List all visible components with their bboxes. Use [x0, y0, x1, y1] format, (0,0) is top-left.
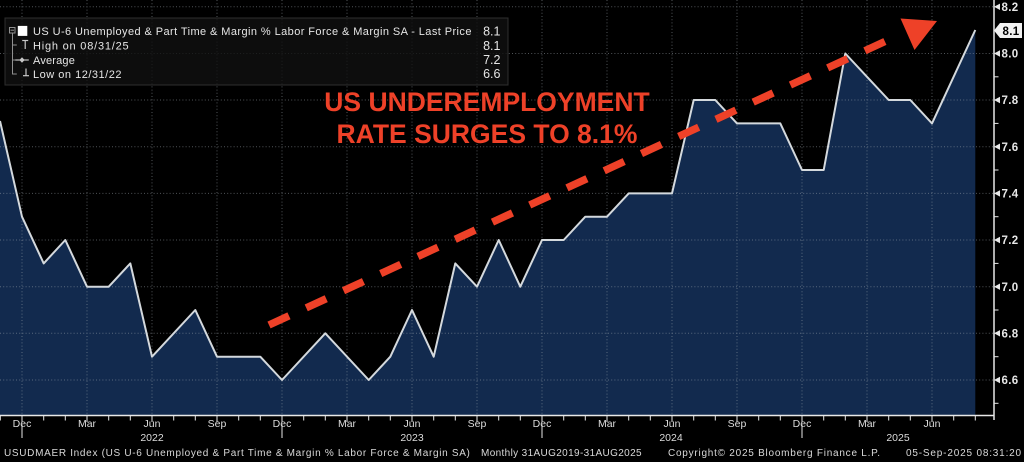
- svg-text:2022: 2022: [140, 432, 164, 444]
- svg-text:RATE SURGES TO 8.1%: RATE SURGES TO 8.1%: [337, 119, 638, 149]
- svg-text:8.1: 8.1: [483, 39, 500, 53]
- svg-text:Jun: Jun: [144, 418, 161, 430]
- svg-text:8.2: 8.2: [1002, 2, 1019, 14]
- svg-text:7.0: 7.0: [1002, 282, 1019, 294]
- svg-text:Sep: Sep: [208, 418, 227, 430]
- svg-text:6.6: 6.6: [483, 67, 500, 81]
- svg-text:USUDMAER Index (US U-6 Unemplo: USUDMAER Index (US U-6 Unemployed & Part…: [4, 448, 471, 459]
- svg-text:High on 08/31/25: High on 08/31/25: [33, 41, 129, 53]
- svg-text:7.8: 7.8: [1002, 95, 1019, 107]
- svg-text:Jun: Jun: [924, 418, 941, 430]
- svg-text:US U-6 Unemployed & Part Time: US U-6 Unemployed & Part Time & Margin %…: [33, 26, 472, 38]
- svg-text:6.6: 6.6: [1002, 375, 1019, 387]
- svg-text:Dec: Dec: [273, 418, 292, 430]
- svg-text:2025: 2025: [886, 432, 910, 444]
- svg-text:7.2: 7.2: [483, 53, 500, 67]
- svg-text:Average: Average: [33, 55, 75, 67]
- svg-text:2024: 2024: [659, 432, 683, 444]
- svg-text:7.2: 7.2: [1002, 235, 1019, 247]
- svg-text:05-Sep-2025 08:31:20: 05-Sep-2025 08:31:20: [906, 448, 1022, 459]
- svg-text:7.4: 7.4: [1002, 189, 1019, 201]
- svg-text:8.1: 8.1: [483, 25, 500, 39]
- svg-text:Mar: Mar: [78, 418, 97, 430]
- svg-text:Sep: Sep: [468, 418, 487, 430]
- svg-text:Mar: Mar: [338, 418, 357, 430]
- svg-text:7.6: 7.6: [1002, 142, 1019, 154]
- svg-text:Dec: Dec: [533, 418, 552, 430]
- svg-text:Mar: Mar: [598, 418, 617, 430]
- svg-text:Sep: Sep: [728, 418, 747, 430]
- svg-text:Monthly 31AUG2019-31AUG2025: Monthly 31AUG2019-31AUG2025: [481, 448, 642, 459]
- svg-text:Copyright© 2025 Bloomberg Fina: Copyright© 2025 Bloomberg Finance L.P.: [668, 448, 881, 459]
- svg-text:Jun: Jun: [664, 418, 681, 430]
- svg-text:US UNDEREMPLOYMENT: US UNDEREMPLOYMENT: [324, 87, 649, 117]
- svg-text:Jun: Jun: [404, 418, 421, 430]
- svg-text:8.1: 8.1: [1003, 26, 1020, 38]
- svg-text:Dec: Dec: [793, 418, 812, 430]
- svg-text:Dec: Dec: [13, 418, 32, 430]
- svg-text:2023: 2023: [400, 432, 424, 444]
- svg-text:Low on 12/31/22: Low on 12/31/22: [33, 69, 122, 81]
- svg-text:6.8: 6.8: [1002, 329, 1019, 341]
- svg-text:Mar: Mar: [858, 418, 877, 430]
- svg-text:8.0: 8.0: [1002, 49, 1019, 61]
